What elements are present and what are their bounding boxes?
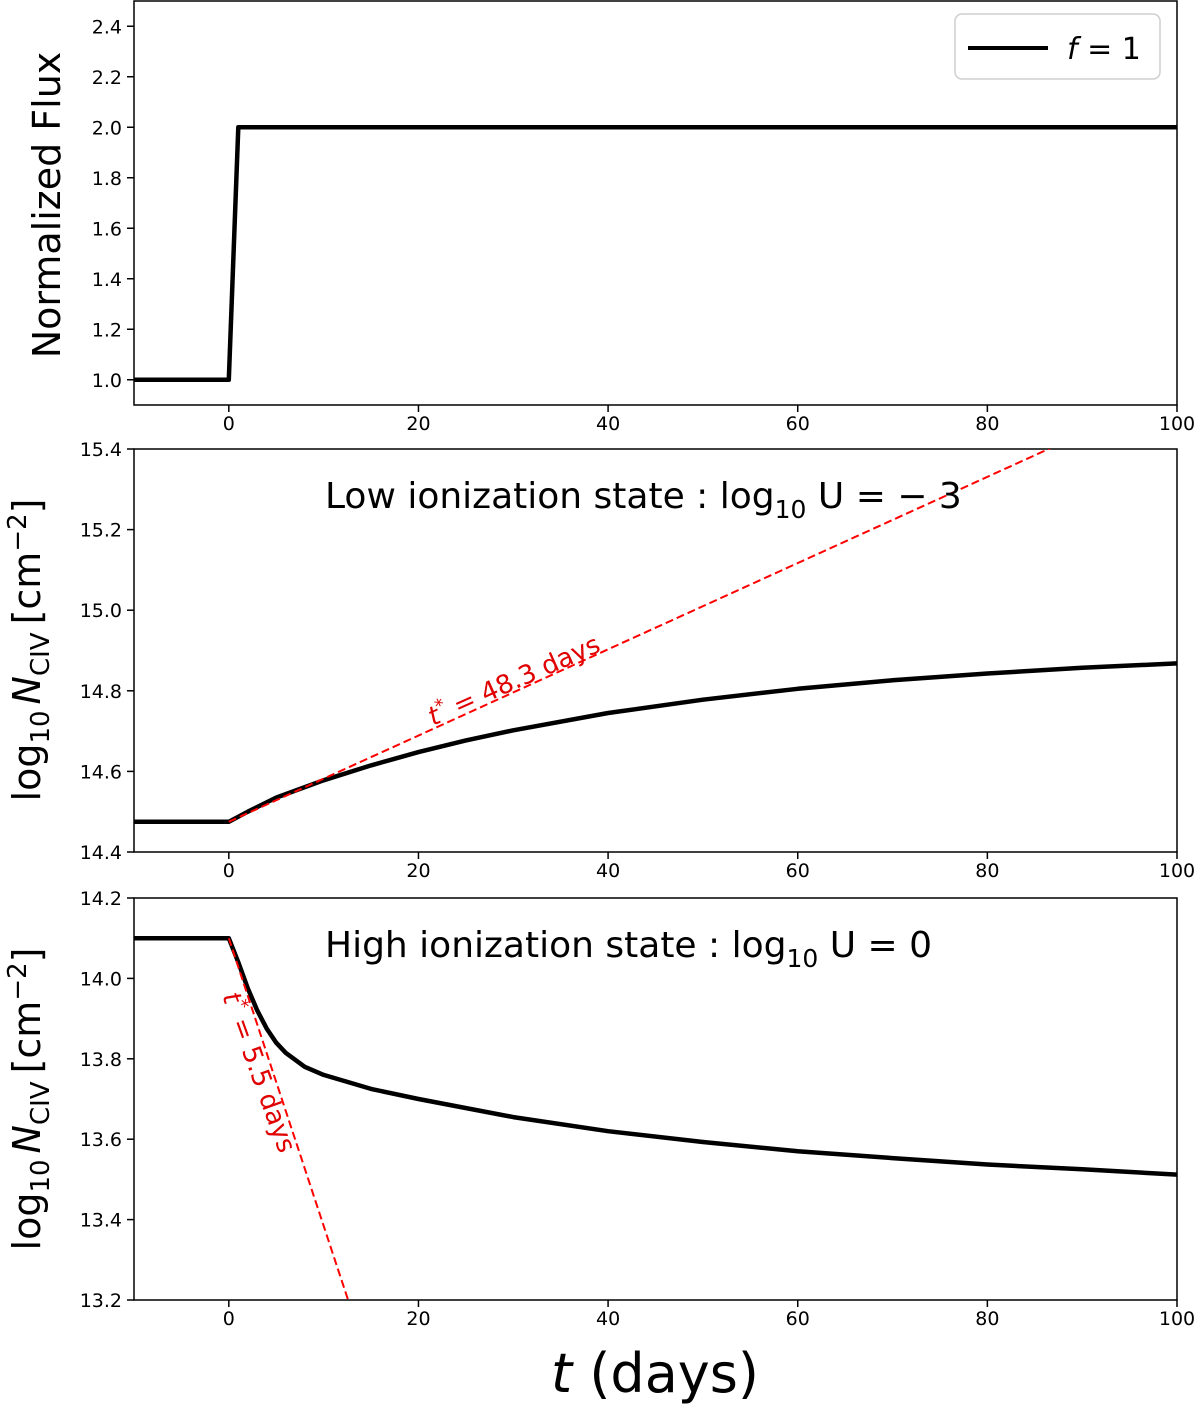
y-label-exponent: −2	[3, 962, 33, 1000]
y-label-species: CIV	[26, 1081, 56, 1125]
legend-value: 1	[1122, 32, 1141, 67]
y-tick-label: 13.8	[80, 1049, 122, 1071]
y-tick-label: 1.4	[92, 269, 122, 291]
series-line	[134, 125, 1177, 383]
x-tick-label: 20	[406, 413, 430, 435]
y-label-bracket: ]	[5, 948, 49, 963]
tangent-dashed-line	[227, 937, 350, 1300]
y-label-exponent: −2	[3, 513, 33, 551]
x-tick-label: 80	[975, 413, 999, 435]
y-label-var: N	[5, 1125, 49, 1153]
series-line	[134, 935, 1177, 1177]
y-tick-label: 13.6	[80, 1129, 122, 1151]
x-tick-label: 100	[1159, 860, 1195, 882]
panel-annotation: Low ionization state : log10 U = − 3	[325, 476, 962, 524]
annotation-sub: 10	[775, 495, 807, 524]
y-tick-label: 13.2	[80, 1290, 122, 1312]
annotation-text: High ionization state : log	[325, 925, 786, 966]
y-label-species: CIV	[26, 632, 56, 676]
tangent-dashed-line	[228, 449, 1051, 823]
data-lines	[134, 449, 1177, 825]
y-tick-label: 1.8	[92, 168, 122, 190]
x-tick-label: 40	[596, 1308, 620, 1330]
y-label-sub: 10	[26, 1159, 56, 1192]
legend-box	[954, 13, 1161, 80]
data-lines	[134, 125, 1177, 383]
axis-ticks: 0 20 40 60 80 100 14.4 14.6 14.8 15.0 15.2 15.4	[80, 439, 1195, 882]
x-tick-label: 0	[223, 860, 235, 882]
y-label-unit: [cm	[5, 552, 49, 625]
y-axis-label: Normalized Flux	[25, 52, 69, 359]
plot-frame	[133, 897, 1178, 1301]
plot-frame	[133, 448, 1178, 853]
y-tick-label: 13.4	[80, 1210, 122, 1232]
y-tick-label: 14.0	[80, 968, 122, 990]
x-tick-label: 100	[1159, 1308, 1195, 1330]
y-tick-label: 15.4	[80, 439, 122, 461]
y-tick-label: 15.0	[80, 600, 122, 622]
x-label-unit: (days)	[572, 1342, 759, 1404]
y-tick-label: 14.6	[80, 761, 122, 783]
x-tick-label: 20	[406, 860, 430, 882]
legend-eq: =	[1078, 32, 1122, 67]
x-label-var: t	[551, 1342, 574, 1404]
x-tick-label: 100	[1159, 413, 1195, 435]
panel-high-ionization: 0 20 40 60 80 100 13.2 13.4 13.6 13.8 14.0 14.2 log…	[3, 888, 1195, 1404]
x-axis-label: t (days)	[551, 1342, 759, 1404]
y-axis-label: log10 NCIV [cm−2]	[3, 499, 56, 802]
annotation-text: Low ionization state : log	[325, 476, 775, 517]
panel-normalized-flux: 0 20 40 60 80 100 1.0 1.2 1.4 1.6 1.8 2.0 2.2 2.4 Nor…	[25, 0, 1195, 435]
annotation-value: U = − 3	[806, 476, 961, 517]
y-axis-label: log10 NCIV [cm−2]	[3, 948, 56, 1251]
x-tick-label: 0	[223, 413, 235, 435]
x-tick-label: 60	[786, 1308, 810, 1330]
panel-annotation: High ionization state : log10 U = 0	[325, 925, 932, 973]
legend-label: f = 1	[1067, 32, 1141, 67]
x-tick-label: 40	[596, 413, 620, 435]
y-tick-label: 2.2	[92, 67, 122, 89]
x-tick-label: 20	[406, 1308, 430, 1330]
x-tick-label: 80	[975, 860, 999, 882]
x-tick-label: 40	[596, 860, 620, 882]
y-label-var: N	[5, 676, 49, 704]
annotation-sub: 10	[786, 944, 818, 973]
y-tick-label: 1.2	[92, 319, 122, 341]
y-tick-label: 14.4	[80, 842, 122, 864]
x-tick-label: 60	[786, 413, 810, 435]
y-tick-label: 2.4	[92, 16, 122, 38]
y-label-log: log	[5, 744, 49, 802]
annotation-value: U = 0	[818, 925, 932, 966]
legend: f = 1	[954, 13, 1161, 80]
y-tick-label: 14.2	[80, 888, 122, 910]
series-line	[134, 661, 1177, 825]
plot-frame	[133, 0, 1178, 406]
x-tick-label: 60	[786, 860, 810, 882]
y-tick-label: 15.2	[80, 520, 122, 542]
x-tick-label: 0	[223, 1308, 235, 1330]
axis-ticks: 0 20 40 60 80 100 1.0 1.2 1.4 1.6 1.8 2.0 2.2 2.4	[92, 16, 1195, 435]
y-tick-label: 2.0	[92, 117, 122, 139]
y-tick-label: 14.8	[80, 681, 122, 703]
axis-ticks: 0 20 40 60 80 100 13.2 13.4 13.6 13.8 14.0 14.2	[80, 888, 1195, 1330]
y-label-unit: [cm	[5, 1001, 49, 1074]
y-label-log: log	[5, 1193, 49, 1251]
y-tick-label: 1.0	[92, 370, 122, 392]
y-label-sub: 10	[26, 710, 56, 743]
y-label-bracket: ]	[5, 499, 49, 514]
data-lines	[134, 935, 1177, 1300]
y-tick-label: 1.6	[92, 218, 122, 240]
x-tick-label: 80	[975, 1308, 999, 1330]
